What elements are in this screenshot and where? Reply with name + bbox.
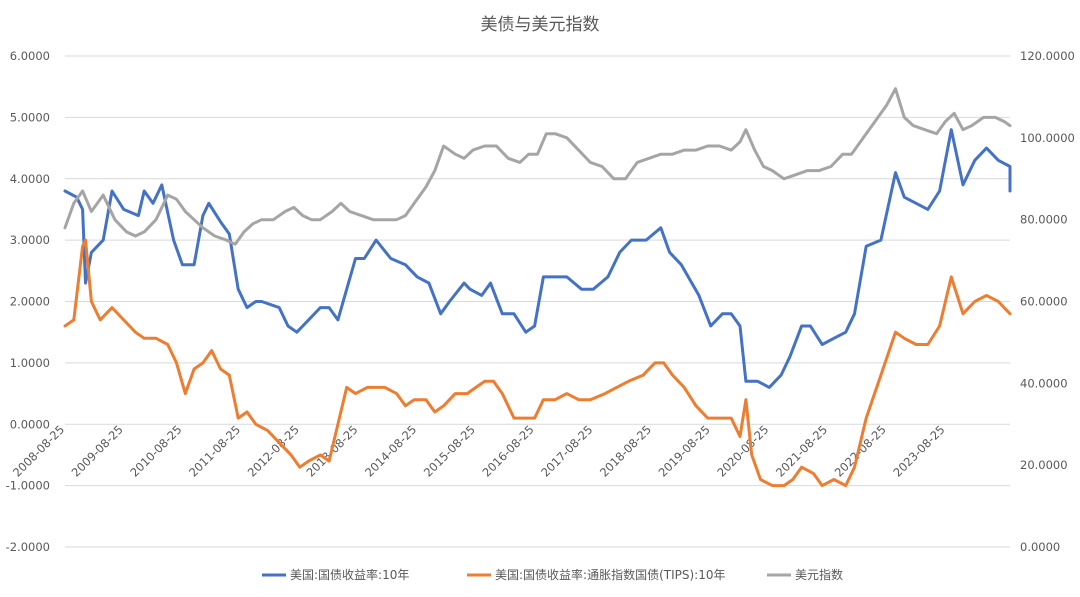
y-left-tick-label: -1.0000 (6, 479, 50, 493)
y-left-tick-label: 4.0000 (10, 172, 50, 186)
y-left-tick-label: 0.0000 (10, 417, 50, 431)
left-axis: -2.0000 -1.0000 0.0000 1.0000 2.0000 3.0000 4.… (6, 49, 50, 554)
x-tick-label: 2014-08-25 (362, 422, 419, 479)
x-tick-label: 2009-08-25 (69, 422, 126, 479)
y-right-tick-label: 120.0000 (1020, 49, 1075, 63)
right-axis: 0.0000 20.0000 40.0000 60.0000 80.0000 100.00… (1020, 49, 1075, 554)
x-tick-label: 2020-08-25 (714, 422, 771, 479)
y-left-tick-label: -2.0000 (6, 540, 50, 554)
x-tick-label: 2021-08-25 (773, 422, 830, 479)
chart-title: 美债与美元指数 (481, 15, 600, 35)
y-left-tick-label: 1.0000 (10, 356, 50, 370)
legend-label: 美国:国债收益率:10年 (290, 567, 409, 582)
y-left-tick-label: 5.0000 (10, 110, 50, 124)
y-right-tick-label: 0.0000 (1020, 540, 1060, 554)
x-tick-label: 2011-08-25 (186, 422, 243, 479)
y-right-tick-label: 100.0000 (1020, 131, 1075, 145)
y-right-tick-label: 40.0000 (1020, 376, 1068, 390)
x-tick-label: 2022-08-25 (832, 422, 889, 479)
y-right-tick-label: 80.0000 (1020, 213, 1068, 227)
legend: 美国:国债收益率:10年 美国:国债收益率:通胀指数国债(TIPS):10年 美元指… (262, 567, 843, 582)
series-line-1 (63, 128, 1012, 389)
x-tick-label: 2019-08-25 (656, 422, 713, 479)
x-tick-label: 2012-08-25 (245, 422, 302, 479)
x-tick-label: 2015-08-25 (421, 422, 478, 479)
series-line-2 (63, 238, 1012, 488)
y-left-tick-label: 3.0000 (10, 233, 50, 247)
legend-label: 美国:国债收益率:通胀指数国债(TIPS):10年 (495, 567, 726, 582)
y-left-tick-label: 6.0000 (10, 49, 50, 63)
series-line-3 (63, 87, 1012, 246)
legend-label: 美元指数 (795, 567, 843, 582)
x-tick-label: 2018-08-25 (597, 422, 654, 479)
x-tick-label: 2023-08-25 (890, 422, 947, 479)
y-left-tick-label: 2.0000 (10, 295, 50, 309)
x-tick-label: 2010-08-25 (127, 422, 184, 479)
x-tick-label: 2017-08-25 (538, 422, 595, 479)
y-right-tick-label: 20.0000 (1020, 458, 1068, 472)
x-tick-label: 2016-08-25 (480, 422, 537, 479)
series-lines (63, 87, 1012, 488)
y-right-tick-label: 60.0000 (1020, 295, 1068, 309)
